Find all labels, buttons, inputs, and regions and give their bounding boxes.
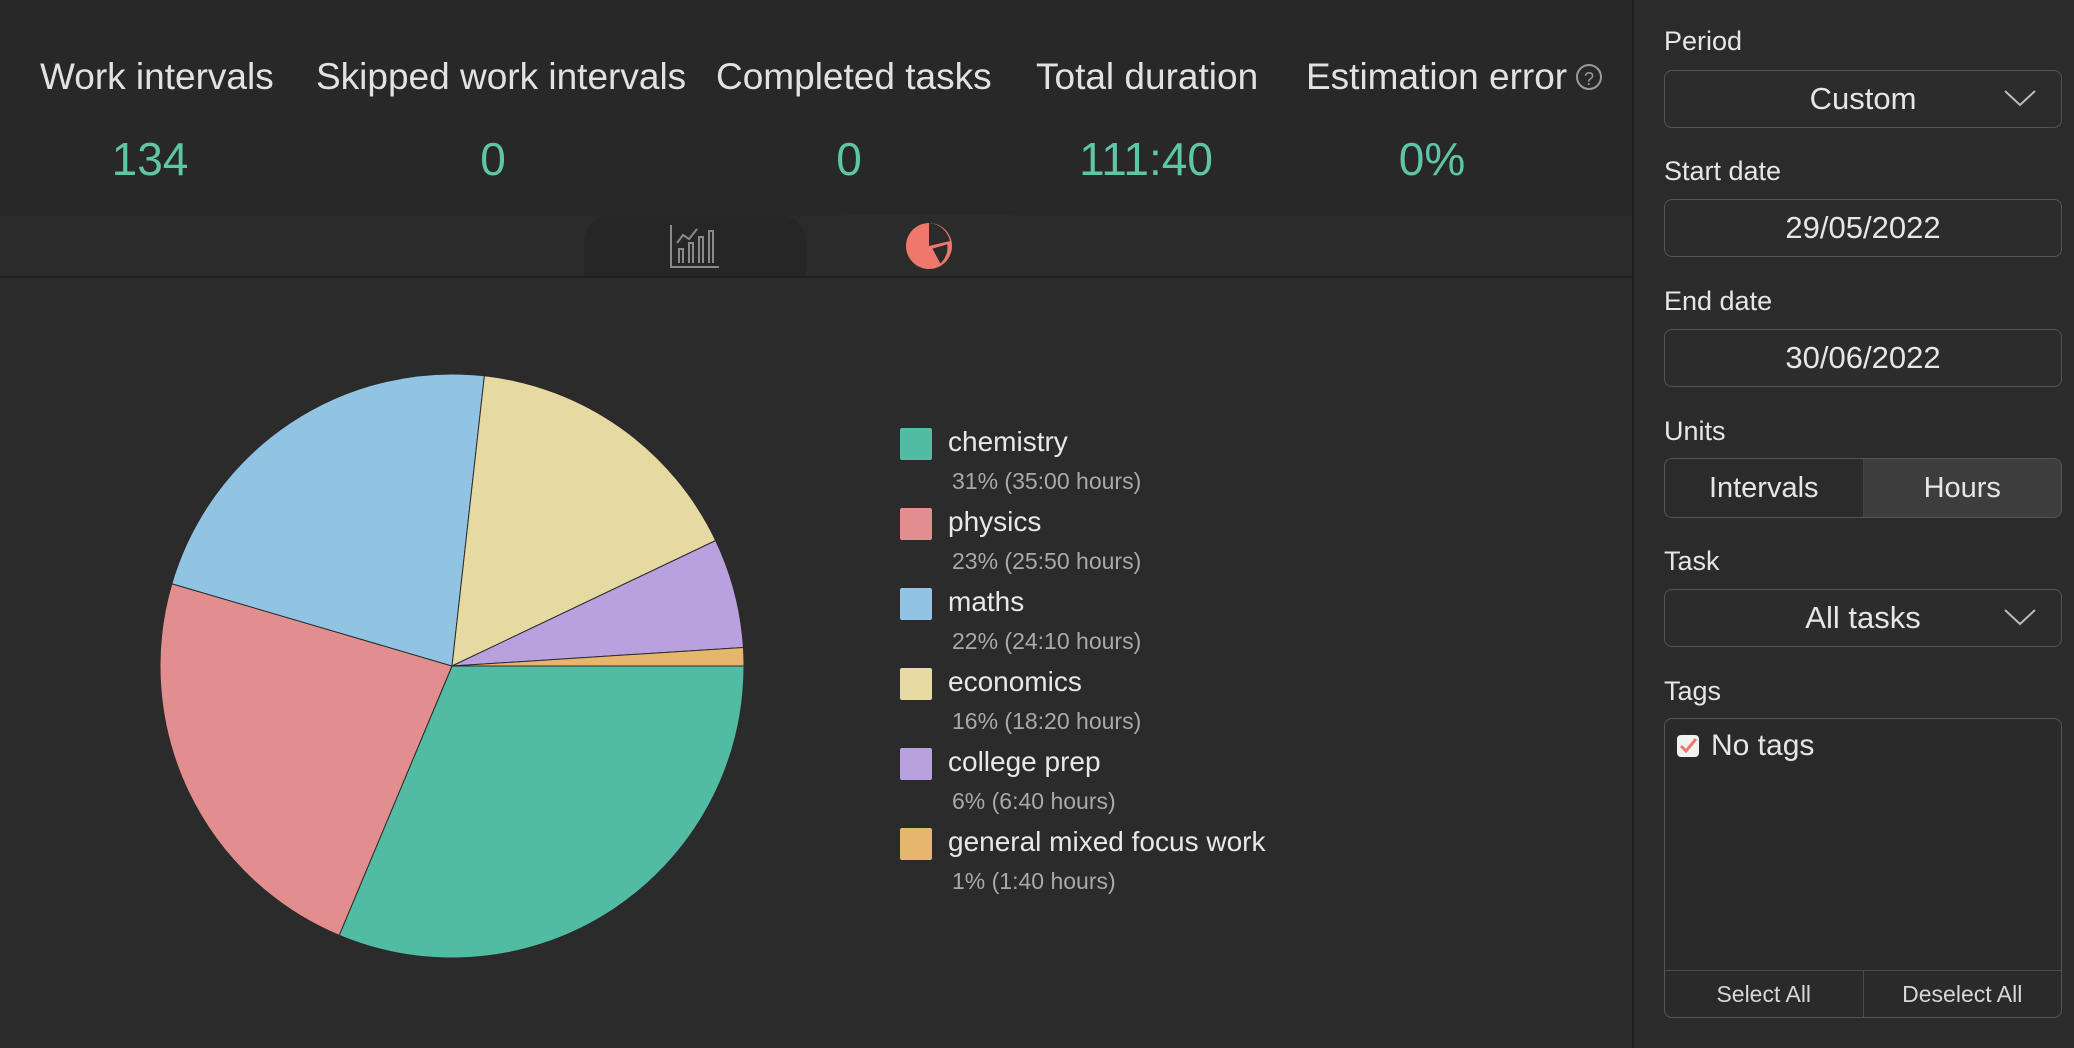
stat-value: 134 [111, 133, 189, 185]
stat-completed-tasks: Completed tasks 0 [716, 56, 992, 186]
units-segmented-control: Intervals Hours [1664, 458, 2062, 518]
legend-detail: 22% (24:10 hours) [952, 628, 1142, 654]
start-date-label: Start date [1664, 156, 1782, 186]
stat-label: Completed tasks [716, 56, 992, 97]
start-date-value: 29/05/2022 [1785, 210, 1941, 245]
legend-name: chemistry [948, 426, 1068, 457]
task-label: Task [1664, 546, 1720, 576]
pie-slice-maths [171, 373, 485, 667]
units-intervals-button[interactable]: Intervals [1665, 459, 1864, 517]
check-icon [1679, 738, 1698, 754]
tag-label: No tags [1711, 729, 1815, 762]
legend-name: college prep [948, 746, 1101, 777]
end-date-value: 30/06/2022 [1785, 340, 1941, 375]
end-date-field[interactable]: 30/06/2022 [1664, 329, 2062, 387]
tag-item[interactable]: No tags [1677, 729, 1814, 763]
legend-swatch [900, 508, 932, 540]
statistics-main: Work intervals 134 Skipped work interval… [0, 0, 1632, 959]
tab-line-chart[interactable] [584, 215, 806, 277]
stat-label: Estimation error [1306, 56, 1568, 97]
legend-detail: 16% (18:20 hours) [952, 708, 1142, 734]
period-dropdown[interactable]: Custom [1664, 70, 2062, 128]
filter-sidebar: Period Custom Start date 29/05/2022 End … [1632, 0, 2074, 1048]
line-chart-icon [670, 225, 719, 268]
tab-divider [0, 276, 1632, 278]
start-date-field[interactable]: 29/05/2022 [1664, 199, 2062, 257]
end-date-label: End date [1664, 286, 1773, 316]
pie-chart-icon [906, 223, 952, 269]
stat-total-duration: Total duration 111:40 [1036, 56, 1259, 186]
legend-swatch [900, 428, 932, 460]
select-all-button[interactable]: Select All [1665, 971, 1864, 1017]
legend-name: maths [948, 586, 1025, 617]
stat-label: Skipped work intervals [316, 56, 687, 97]
units-hours-button[interactable]: Hours [1863, 459, 2061, 517]
stat-label: Work intervals [40, 56, 274, 97]
pie-slice-physics [159, 583, 453, 936]
stat-value: 111:40 [1079, 133, 1213, 185]
legend-swatch [900, 828, 932, 860]
tab-pie-chart[interactable] [818, 215, 1040, 277]
legend-detail: 23% (25:50 hours) [952, 548, 1142, 574]
tag-checkbox[interactable] [1677, 735, 1699, 757]
legend-swatch [900, 668, 932, 700]
help-icon[interactable]: ? [1576, 64, 1602, 90]
legend-name: physics [948, 506, 1042, 537]
tag-buttons: Select All Deselect All [1665, 970, 2061, 1017]
period-value: Custom [1809, 81, 1917, 116]
pie-slice-general-mixed-focus-work [451, 646, 745, 667]
legend-swatch [900, 588, 932, 620]
task-value: All tasks [1805, 600, 1921, 635]
tags-list: No tags Select All Deselect All [1664, 718, 2062, 1018]
stat-value: 0 [480, 133, 506, 185]
legend-name: general mixed focus work [948, 826, 1266, 857]
deselect-all-button[interactable]: Deselect All [1902, 980, 2023, 1007]
stats-header: Work intervals 134 Skipped work interval… [0, 0, 1632, 216]
tags-label: Tags [1664, 676, 1722, 706]
stat-value: 0% [1398, 133, 1466, 185]
pie-slice-chemistry [338, 665, 745, 959]
pie-slice-economics [451, 375, 717, 667]
legend-name: economics [948, 666, 1082, 697]
stat-work-intervals: Work intervals 134 [40, 56, 274, 186]
stat-label: Total duration [1036, 56, 1259, 97]
units-label: Units [1664, 416, 1726, 446]
legend-detail: 6% (6:40 hours) [952, 788, 1116, 814]
pie-chart [159, 373, 745, 959]
stat-value: 0 [836, 133, 862, 185]
chevron-down-icon [2004, 609, 2036, 626]
stat-skipped-work-intervals: Skipped work intervals 0 [316, 56, 687, 186]
period-label: Period [1664, 26, 1743, 56]
legend-detail: 31% (35:00 hours) [952, 468, 1142, 494]
stat-estimation-error: Estimation error 0% [1306, 56, 1568, 186]
legend-detail: 1% (1:40 hours) [952, 868, 1116, 894]
chevron-down-icon [2004, 90, 2036, 107]
legend-swatch [900, 748, 932, 780]
task-dropdown[interactable]: All tasks [1664, 589, 2062, 647]
